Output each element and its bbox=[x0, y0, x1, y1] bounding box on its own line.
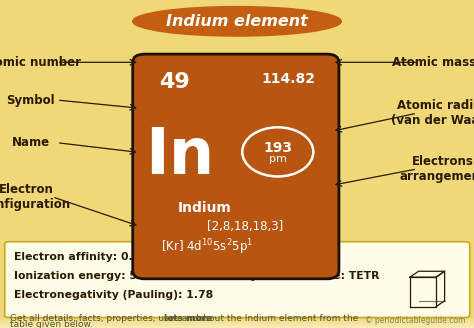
Bar bbox=[0, 315, 474, 325]
Bar bbox=[0, 316, 474, 327]
Text: State: Solid: State: Solid bbox=[237, 252, 308, 262]
Text: Crystal structure: TETR: Crystal structure: TETR bbox=[237, 271, 380, 281]
Text: [2,8,18,18,3]: [2,8,18,18,3] bbox=[207, 220, 283, 233]
Text: Electron
configuration: Electron configuration bbox=[0, 183, 71, 211]
Text: Symbol: Symbol bbox=[7, 93, 55, 107]
Text: In: In bbox=[146, 125, 215, 187]
Bar bbox=[0, 317, 474, 328]
Bar bbox=[0, 317, 474, 328]
Text: table given below.: table given below. bbox=[10, 320, 93, 328]
Bar bbox=[0, 308, 474, 319]
FancyBboxPatch shape bbox=[133, 54, 339, 279]
Text: Ionization energy: 5.786 eV: Ionization energy: 5.786 eV bbox=[14, 271, 183, 281]
Ellipse shape bbox=[133, 7, 341, 36]
Bar bbox=[0, 313, 474, 324]
Bar bbox=[0, 307, 474, 318]
Text: Atomic mass (u): Atomic mass (u) bbox=[392, 56, 474, 69]
Bar bbox=[0, 314, 474, 324]
Text: pm: pm bbox=[269, 154, 287, 164]
Bar bbox=[0, 314, 474, 325]
Bar bbox=[0, 306, 474, 318]
Text: Name: Name bbox=[12, 136, 50, 149]
Bar bbox=[0, 309, 474, 319]
Bar bbox=[0, 315, 474, 326]
Bar bbox=[0, 311, 474, 321]
Text: about the Indium element from the: about the Indium element from the bbox=[195, 314, 358, 323]
Bar bbox=[0, 308, 474, 319]
Bar bbox=[0, 310, 474, 321]
Bar bbox=[0, 316, 474, 327]
FancyBboxPatch shape bbox=[5, 242, 470, 318]
Bar bbox=[0, 312, 474, 323]
Text: 114.82: 114.82 bbox=[261, 72, 315, 86]
Text: 49: 49 bbox=[159, 72, 190, 92]
Text: Indium element: Indium element bbox=[166, 14, 308, 29]
Text: Get all details, facts, properties, uses and: Get all details, facts, properties, uses… bbox=[10, 314, 202, 323]
Bar bbox=[0, 314, 474, 325]
Text: Atomic number: Atomic number bbox=[0, 56, 82, 69]
Text: Indium: Indium bbox=[178, 201, 231, 215]
Bar bbox=[0, 315, 474, 326]
Bar bbox=[0, 309, 474, 320]
Text: [Kr] 4d$^{10}$5s$^{2}$5p$^{1}$: [Kr] 4d$^{10}$5s$^{2}$5p$^{1}$ bbox=[161, 238, 253, 257]
Bar bbox=[0, 307, 474, 318]
Bar bbox=[0, 311, 474, 322]
Text: lots more: lots more bbox=[164, 314, 213, 323]
Text: Electron affinity: 0.3 eV: Electron affinity: 0.3 eV bbox=[14, 252, 160, 262]
Bar bbox=[0, 312, 474, 323]
Text: Electrons
arrangement: Electrons arrangement bbox=[400, 155, 474, 183]
Bar bbox=[0, 312, 474, 322]
Bar bbox=[0, 313, 474, 324]
Text: Electronegativity (Pauling): 1.78: Electronegativity (Pauling): 1.78 bbox=[14, 290, 213, 300]
Text: Atomic radius
(van der Waals): Atomic radius (van der Waals) bbox=[391, 99, 474, 127]
Bar bbox=[0, 310, 474, 321]
Bar bbox=[0, 316, 474, 327]
Text: © periodictableguide.com: © periodictableguide.com bbox=[365, 316, 465, 325]
Bar bbox=[0, 308, 474, 318]
Bar bbox=[0, 309, 474, 320]
Bar bbox=[0, 311, 474, 322]
Text: 193: 193 bbox=[263, 141, 292, 155]
